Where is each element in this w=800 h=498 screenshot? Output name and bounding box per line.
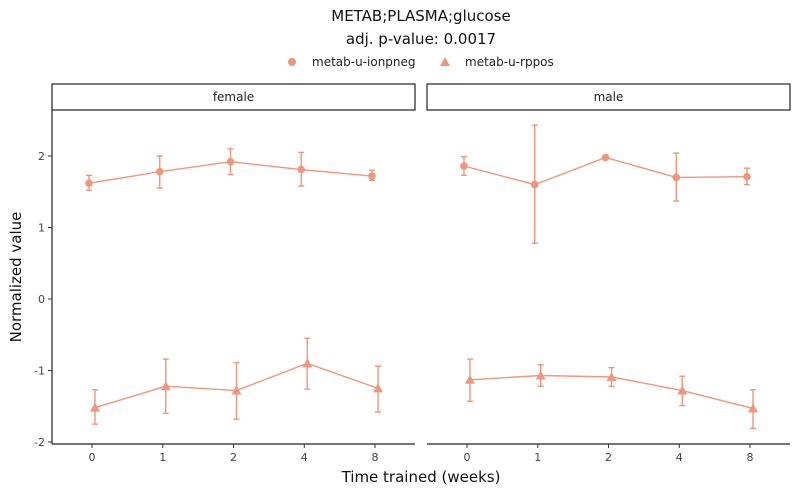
data-point bbox=[460, 162, 468, 170]
x-tick-label: 0 bbox=[89, 451, 96, 464]
y-tick-label: 2 bbox=[38, 150, 45, 163]
data-point bbox=[155, 167, 164, 176]
data-point bbox=[85, 179, 93, 187]
y-tick-label: -2 bbox=[34, 436, 45, 449]
x-tick-label: 2 bbox=[605, 451, 612, 464]
legend: metab-u-ionpneg metab-u-rppos bbox=[288, 55, 554, 69]
data-point bbox=[601, 153, 610, 162]
data-point bbox=[535, 370, 546, 380]
x-axis-label: Time trained (weeks) bbox=[341, 468, 501, 486]
x-tick-label: 8 bbox=[372, 451, 379, 464]
chart-title: METAB;PLASMA;glucose bbox=[331, 7, 510, 25]
x-tick-label: 8 bbox=[747, 451, 754, 464]
legend-circle-icon bbox=[288, 58, 296, 66]
data-point bbox=[302, 358, 313, 368]
data-point bbox=[373, 383, 383, 393]
chart-subtitle: adj. p-value: 0.0017 bbox=[346, 30, 496, 48]
data-point bbox=[606, 371, 617, 381]
data-point bbox=[226, 157, 235, 166]
data-point bbox=[160, 381, 171, 391]
data-point bbox=[231, 385, 242, 395]
data-point bbox=[672, 173, 681, 182]
series-line-metab-u-ionpneg bbox=[463, 156, 748, 186]
x-tick-label: 4 bbox=[676, 451, 683, 464]
data-point bbox=[297, 165, 306, 174]
data-point bbox=[368, 172, 376, 180]
data-point bbox=[748, 403, 758, 413]
y-tick-label: -1 bbox=[34, 365, 45, 378]
x-tick-label: 1 bbox=[534, 451, 541, 464]
y-tick-label: 0 bbox=[38, 293, 45, 306]
legend-label: metab-u-ionpneg bbox=[312, 55, 416, 69]
data-point bbox=[743, 172, 751, 181]
facet-label-male: male bbox=[594, 90, 624, 104]
data-point bbox=[90, 402, 100, 412]
x-tick-label: 4 bbox=[301, 451, 308, 464]
legend-label: metab-u-rppos bbox=[465, 55, 554, 69]
facet-strip bbox=[51, 83, 416, 111]
x-tick-label: 2 bbox=[230, 451, 237, 464]
data-point bbox=[677, 385, 688, 395]
legend-triangle-icon bbox=[440, 57, 450, 66]
facet-label-female: female bbox=[213, 90, 254, 104]
x-tick-label: 0 bbox=[464, 451, 471, 464]
x-tick-label: 1 bbox=[159, 451, 166, 464]
facet-strip bbox=[426, 83, 791, 111]
y-tick-label: 1 bbox=[38, 222, 45, 235]
data-point bbox=[530, 180, 539, 189]
y-axis-label: Normalized value bbox=[7, 212, 25, 343]
data-point bbox=[465, 374, 475, 384]
